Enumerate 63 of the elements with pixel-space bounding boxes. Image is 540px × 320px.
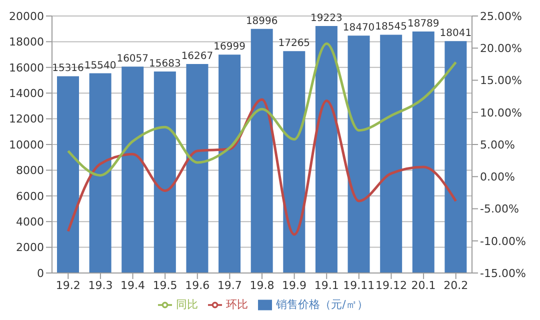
x-tick-label: 19.8: [250, 278, 274, 292]
x-tick-label: 19.3: [88, 278, 113, 292]
x-tick-label: 19.12: [375, 278, 407, 292]
data-label: 15540: [84, 60, 116, 72]
y2-tick-label: 0.00%: [480, 170, 515, 184]
y-tick-label: 20000: [9, 10, 44, 23]
y-tick-label: 14000: [9, 87, 44, 100]
y-tick-label: 8000: [16, 164, 44, 178]
x-tick-label: 20.2: [444, 278, 468, 292]
bar: [89, 73, 112, 273]
data-label: 18789: [407, 18, 440, 30]
y2-tick-label: 25.00%: [480, 10, 522, 23]
data-label: 18996: [246, 16, 278, 27]
x-tick-label: 19.11: [343, 278, 375, 292]
legend-label: 销售价格（元/㎡）: [276, 298, 368, 311]
data-label: 18041: [440, 28, 472, 40]
y2-tick-label: 20.00%: [480, 42, 522, 56]
data-label: 15683: [149, 58, 181, 70]
legend-label: 同比: [176, 298, 198, 311]
y2-tick-label: 10.00%: [480, 106, 522, 120]
y-tick-label: 16000: [9, 61, 44, 74]
y-tick-label: 10000: [9, 138, 44, 152]
bar: [122, 66, 144, 273]
bar: [154, 71, 176, 273]
y-tick-label: 0: [37, 266, 44, 280]
y2-tick-label: -15.00%: [480, 266, 526, 280]
y-tick-label: 2000: [16, 241, 44, 254]
data-label: 18470: [342, 22, 375, 34]
bar: [218, 54, 241, 273]
x-tick-label: 19.9: [282, 278, 307, 292]
data-label: 17265: [278, 38, 310, 50]
bar: [380, 34, 402, 273]
x-tick-label: 20.1: [411, 278, 436, 292]
bar: [283, 51, 306, 273]
data-label: 16999: [214, 42, 246, 53]
bar: [315, 26, 338, 273]
y-tick-label: 18000: [9, 36, 44, 49]
line-series: [66, 98, 458, 236]
y2-tick-label: 5.00%: [480, 138, 515, 152]
x-tick-label: 19.5: [152, 278, 178, 292]
data-label: 16057: [116, 54, 149, 65]
x-tick-label: 19.2: [56, 278, 80, 292]
bar: [348, 36, 370, 273]
y-tick-label: 6000: [16, 190, 44, 203]
legend-label: 环比: [226, 298, 248, 311]
y2-tick-label: -5.00%: [480, 202, 519, 216]
y2-tick-label: 15.00%: [480, 74, 522, 88]
y-tick-label: 4000: [16, 216, 44, 229]
x-tick-label: 19.4: [120, 278, 146, 292]
bar: [250, 28, 273, 273]
y-tick-label: 12000: [9, 112, 44, 126]
x-tick-label: 19.7: [217, 278, 242, 292]
x-tick-label: 19.1: [314, 278, 339, 292]
data-label: 16267: [181, 50, 214, 62]
bar: [57, 76, 79, 273]
data-label: 15316: [52, 63, 84, 74]
bar: [444, 41, 467, 273]
bar: [186, 64, 208, 273]
data-label: 19223: [310, 12, 342, 24]
y2-tick-label: -10.00%: [480, 234, 526, 248]
bar: [412, 32, 434, 273]
data-label: 18545: [375, 22, 407, 33]
x-tick-label: 19.6: [185, 278, 210, 292]
